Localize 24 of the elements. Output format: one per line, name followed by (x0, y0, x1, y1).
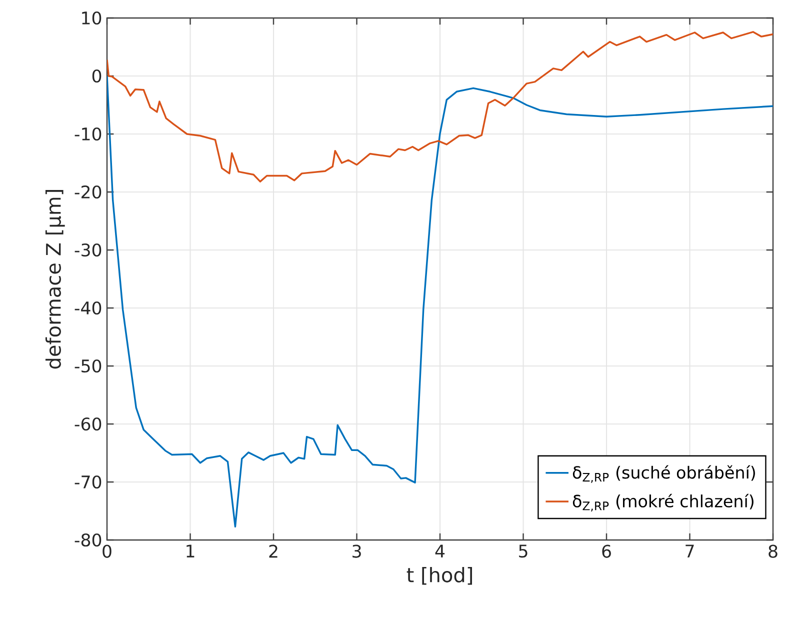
x-tick-label: 1 (186, 544, 194, 558)
line-series (107, 31, 774, 182)
x-tick-label: 4 (435, 544, 445, 558)
x-tick-label: 6 (602, 544, 611, 558)
y-tick-label: -20 (74, 185, 102, 199)
y-tick-label: -70 (74, 475, 102, 489)
x-tick-label: 5 (519, 544, 528, 558)
y-tick-label: -50 (74, 359, 102, 373)
y-axis-title: deformace Z [µm] (45, 190, 65, 369)
x-tick-label: 7 (686, 544, 694, 558)
x-tick-label: 8 (768, 544, 778, 558)
y-tick-label: -10 (74, 127, 102, 141)
x-tick-label: 0 (102, 544, 112, 558)
x-tick-label: 3 (352, 544, 361, 558)
x-axis-title: t [hod] (406, 566, 472, 585)
legend-label: δ$_{Z,RP}$ (suché obrábění) (572, 465, 755, 483)
x-tick-label: 2 (269, 544, 278, 558)
y-tick-label: 0 (92, 69, 102, 83)
y-tick-label: -30 (74, 243, 102, 257)
y-tick-label: -40 (74, 301, 102, 315)
y-tick-label: 10 (82, 11, 102, 25)
y-tick-label: -80 (74, 533, 102, 547)
legend-label: δ$_{Z,RP}$ (mokré chlazení) (572, 494, 754, 512)
y-tick-label: -60 (74, 417, 102, 431)
